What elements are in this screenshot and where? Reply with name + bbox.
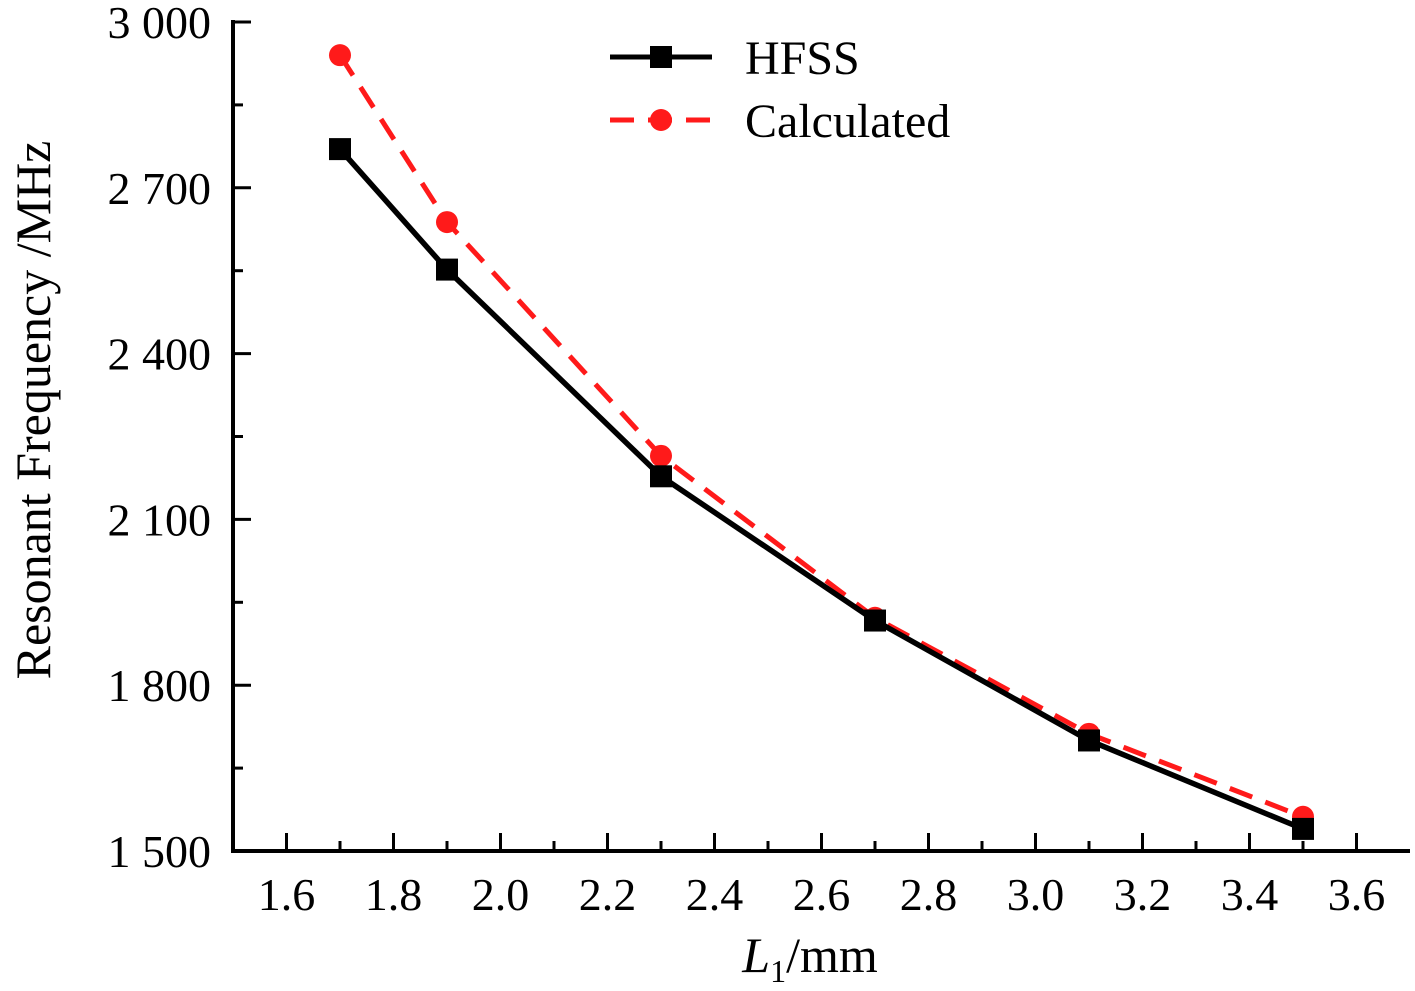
data-point-hfss xyxy=(864,609,886,632)
y-tick-label: 2 700 xyxy=(108,163,212,214)
data-point-hfss xyxy=(436,258,458,281)
data-point-hfss xyxy=(1292,817,1314,840)
x-tick-label: 2.0 xyxy=(472,869,530,920)
series-line-calculated xyxy=(337,53,1304,820)
series-line-hfss xyxy=(337,147,1305,832)
x-axis-ticks: 1.6 1.8 2.0 2.2 2.4 2.6 2.8 3.0 3.2 3.4 3.6 xyxy=(258,833,1386,920)
series-layer xyxy=(329,44,1314,840)
data-point-hfss xyxy=(1078,729,1100,752)
data-point-hfss xyxy=(329,138,351,161)
data-point-calculated xyxy=(329,44,351,67)
x-tick-label: 2.8 xyxy=(900,869,958,920)
x-tick-label: 3.2 xyxy=(1114,869,1172,920)
y-tick-label: 1 500 xyxy=(108,826,212,877)
series-calculated xyxy=(329,44,1314,828)
x-axis-label: L1/mm xyxy=(741,927,878,989)
legend-label-calculated: Calculated xyxy=(745,95,950,148)
x-axis-label-unit: /mm xyxy=(786,927,878,983)
x-tick-label: 2.6 xyxy=(793,869,851,920)
y-tick-label: 2 100 xyxy=(108,494,212,545)
y-tick-label: 1 800 xyxy=(108,660,212,711)
data-point-calculated xyxy=(436,211,458,234)
legend-marker-calculated xyxy=(650,109,672,131)
x-tick-label: 2.2 xyxy=(579,869,637,920)
x-tick-label: 3.6 xyxy=(1328,869,1386,920)
x-tick-label: 3.0 xyxy=(1007,869,1065,920)
legend: HFSS Calculated xyxy=(610,32,950,148)
data-point-hfss xyxy=(650,465,672,488)
data-point-calculated xyxy=(650,444,672,467)
x-tick-label: 2.4 xyxy=(686,869,744,920)
y-tick-label: 3 000 xyxy=(108,0,212,48)
series-hfss xyxy=(329,138,1314,840)
x-tick-label: 3.4 xyxy=(1221,869,1279,920)
y-tick-label: 2 400 xyxy=(108,329,212,380)
legend-label-hfss: HFSS xyxy=(745,32,860,85)
x-axis-label-subscript: 1 xyxy=(770,953,786,989)
x-tick-label: 1.8 xyxy=(365,869,423,920)
y-axis-label: Resonant Frequency /MHz xyxy=(5,141,61,680)
x-tick-label: 1.6 xyxy=(258,869,316,920)
legend-marker-hfss xyxy=(650,46,672,68)
y-axis-ticks: 1 500 1 800 2 100 2 400 2 700 3 000 xyxy=(108,0,251,877)
x-axis-label-variable: L xyxy=(741,927,770,983)
